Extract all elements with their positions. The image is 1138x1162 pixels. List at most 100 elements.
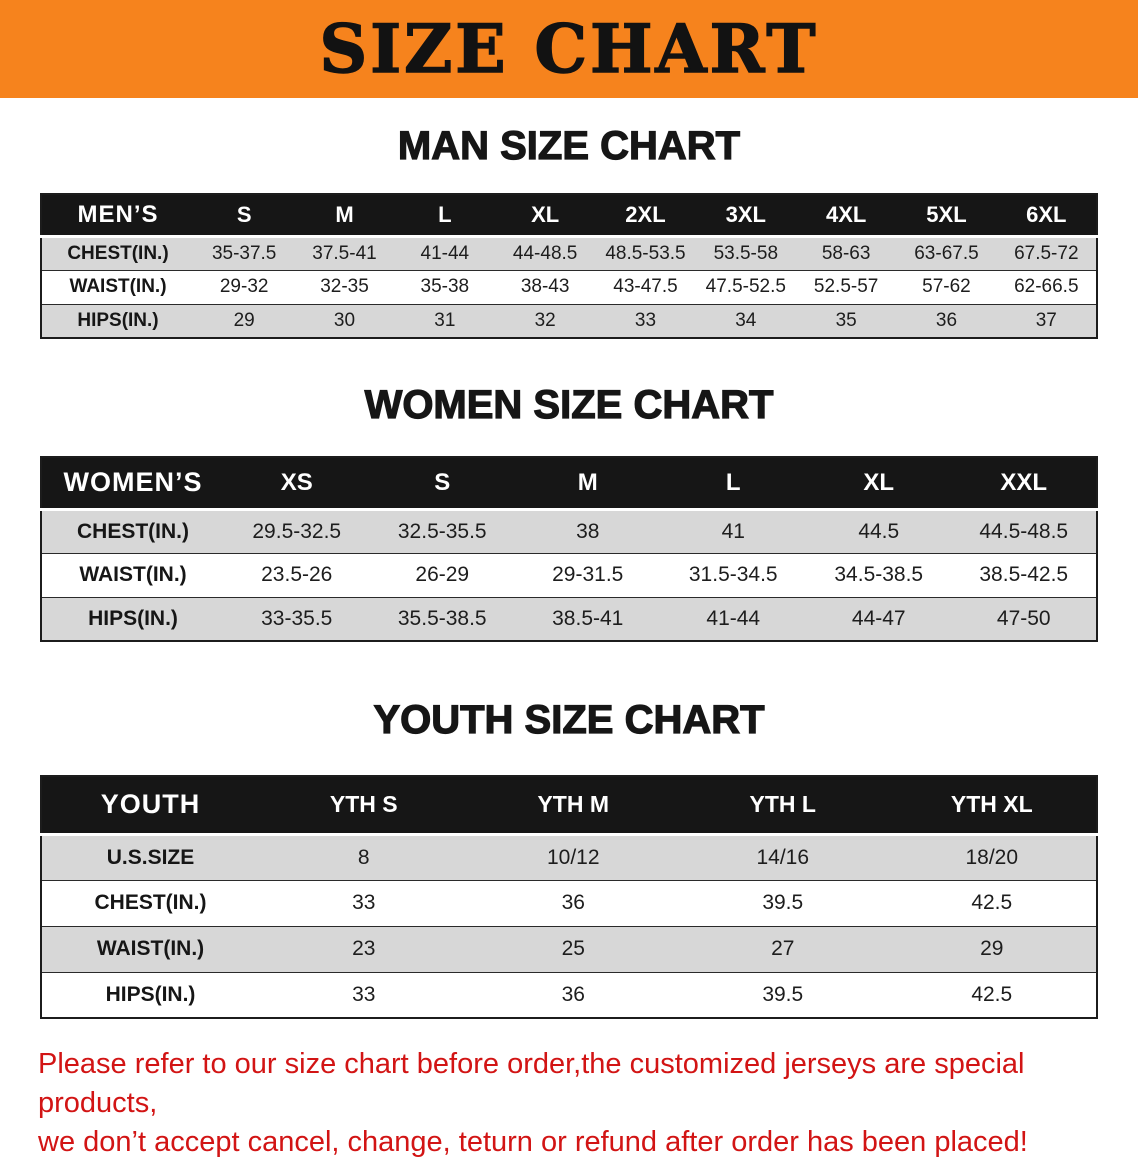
value-cell: 35: [835, 309, 857, 331]
value-cell: 39.5: [762, 891, 804, 914]
disclaimer-line-2: we don’t accept cancel, change, teturn o…: [38, 1126, 1028, 1158]
value-cell: 63-67.5: [914, 242, 979, 264]
table-title-cell: MEN’S: [41, 194, 194, 238]
size-header-cell: 6XL: [996, 194, 1097, 238]
value-cell: 34: [735, 309, 757, 331]
value-cell: 33: [352, 982, 376, 1006]
value-cell: 33: [352, 891, 376, 914]
value-cell: 57-62: [922, 276, 971, 297]
size-header-cell: L: [660, 457, 806, 511]
row-label-cell: CHEST(IN.): [67, 242, 169, 264]
value-cell: 39.5: [762, 982, 804, 1006]
value-cell: 38: [576, 519, 600, 543]
table-title-cell: WOMEN’S: [41, 457, 224, 511]
women-section-heading: WOMEN SIZE CHART: [364, 382, 774, 427]
table-row: WAIST(IN.) 29-32 32-35 35-38 38-43 43-47.5 47.…: [41, 270, 1097, 304]
value-cell: 42.5: [971, 891, 1013, 914]
table-row: CHEST(IN.) 29.5-32.5 32.5-35.5 38 41 44.5 44.5…: [41, 509, 1097, 553]
header-row: WOMEN’S XS S M L XL XXL: [41, 457, 1097, 511]
value-cell: 32: [534, 309, 556, 331]
size-header-cell: XL: [806, 457, 952, 511]
value-cell: 62-66.5: [1014, 276, 1079, 297]
value-cell: 35-37.5: [211, 242, 277, 264]
value-cell: 41: [721, 519, 745, 543]
value-cell: 36: [561, 982, 585, 1006]
size-header-cell: XS: [224, 457, 370, 511]
header-row: MEN’S S M L XL 2XL 3XL 4XL 5XL 6XL: [41, 194, 1097, 238]
value-cell: 38-43: [520, 276, 570, 297]
size-header-cell: 4XL: [795, 194, 897, 238]
size-header-cell: S: [194, 194, 295, 238]
header-row: YOUTH YTH S YTH M YTH L YTH XL: [41, 776, 1097, 836]
row-label-cell: U.S.SIZE: [106, 845, 195, 869]
value-cell: 26-29: [415, 563, 470, 586]
size-header-cell: M: [515, 457, 661, 511]
youth-size-table: YOUTH YTH S YTH M YTH L YTH XL U.S.SIZE 8 10/12…: [40, 775, 1098, 1019]
value-cell: 37.5-41: [312, 242, 377, 264]
value-cell: 32-35: [320, 276, 369, 297]
value-cell: 44.5-48.5: [979, 519, 1069, 543]
size-header-cell: YTH L: [678, 776, 888, 836]
value-cell: 44-47: [851, 606, 906, 630]
table-row: CHEST(IN.) 35-37.5 37.5-41 41-44 44-48.5 48.5…: [41, 236, 1097, 270]
row-label-cell: HIPS(IN.): [105, 982, 196, 1006]
youth-section-heading: YOUTH SIZE CHART: [373, 697, 765, 742]
row-label-cell: HIPS(IN.): [88, 606, 178, 630]
table-row: HIPS(IN.) 29 30 31 32 33 34 35 36 37: [41, 304, 1097, 338]
value-cell: 43-47.5: [613, 276, 678, 297]
section-men: MAN SIZE CHART MEN’S S M L XL 2XL 3XL 4XL 5XL 6XL…: [0, 123, 1138, 339]
section-youth: YOUTH SIZE CHART YOUTH YTH S YTH M YTH L YTH…: [0, 697, 1138, 1019]
page-title: SIZE CHART: [319, 10, 819, 88]
value-cell: 23.5-26: [261, 563, 333, 586]
value-cell: 38.5-41: [552, 606, 624, 630]
value-cell: 41-44: [706, 606, 761, 630]
table-row: WAIST(IN.) 23 25 27 29: [41, 926, 1097, 972]
section-women: WOMEN SIZE CHART WOMEN’S XS S M L XL XXL CHEST(…: [0, 382, 1138, 642]
value-cell: 48.5-53.5: [605, 242, 686, 264]
value-cell: 41-44: [420, 242, 470, 264]
value-cell: 52.5-57: [813, 276, 879, 297]
value-cell: 44.5: [858, 519, 900, 543]
size-header-cell: 3XL: [695, 194, 796, 238]
value-cell: 32.5-35.5: [397, 519, 487, 543]
value-cell: 44-48.5: [512, 242, 578, 264]
size-header-cell: S: [369, 457, 515, 511]
table-row: U.S.SIZE 8 10/12 14/16 18/20: [41, 834, 1097, 880]
men-size-table: MEN’S S M L XL 2XL 3XL 4XL 5XL 6XL CHEST(IN.) 35-37…: [40, 193, 1098, 339]
value-cell: 33: [634, 309, 657, 331]
value-cell: 47-50: [996, 606, 1051, 630]
value-cell: 30: [333, 309, 356, 331]
value-cell: 14/16: [756, 845, 810, 869]
size-header-cell: YTH S: [259, 776, 469, 836]
table-row: HIPS(IN.) 33 36 39.5 42.5: [41, 972, 1097, 1018]
value-cell: 23: [352, 937, 376, 960]
size-header-cell: 5XL: [896, 194, 997, 238]
row-label-cell: CHEST(IN.): [77, 519, 189, 543]
men-section-heading: MAN SIZE CHART: [397, 123, 741, 168]
value-cell: 10/12: [546, 845, 600, 869]
women-size-table: WOMEN’S XS S M L XL XXL CHEST(IN.) 29.5-32.5 32.5…: [40, 456, 1098, 642]
value-cell: 35-38: [420, 276, 470, 297]
value-cell: 42.5: [971, 982, 1013, 1006]
value-cell: 67.5-72: [1014, 242, 1079, 264]
value-cell: 36: [561, 891, 585, 914]
value-cell: 53.5-58: [713, 242, 779, 264]
row-label-cell: WAIST(IN.): [79, 563, 187, 586]
disclaimer-line-1: Please refer to our size chart before or…: [38, 1048, 1025, 1119]
value-cell: 29.5-32.5: [252, 519, 342, 543]
value-cell: 8: [357, 845, 370, 869]
size-header-cell: L: [394, 194, 495, 238]
row-label-cell: WAIST(IN.): [69, 276, 167, 297]
size-header-cell: 2XL: [595, 194, 696, 238]
value-cell: 47.5-52.5: [705, 276, 786, 297]
value-cell: 35.5-38.5: [397, 606, 487, 630]
value-cell: 58-63: [821, 242, 871, 264]
size-header-cell: YTH XL: [887, 776, 1097, 836]
value-cell: 37: [1035, 309, 1057, 331]
table-row: HIPS(IN.) 33-35.5 35.5-38.5 38.5-41 41-44 44-…: [41, 597, 1097, 641]
row-label-cell: HIPS(IN.): [77, 309, 159, 331]
table-title-cell: YOUTH: [41, 776, 259, 836]
value-cell: 31.5-34.5: [688, 563, 778, 586]
value-cell: 29: [233, 309, 255, 331]
